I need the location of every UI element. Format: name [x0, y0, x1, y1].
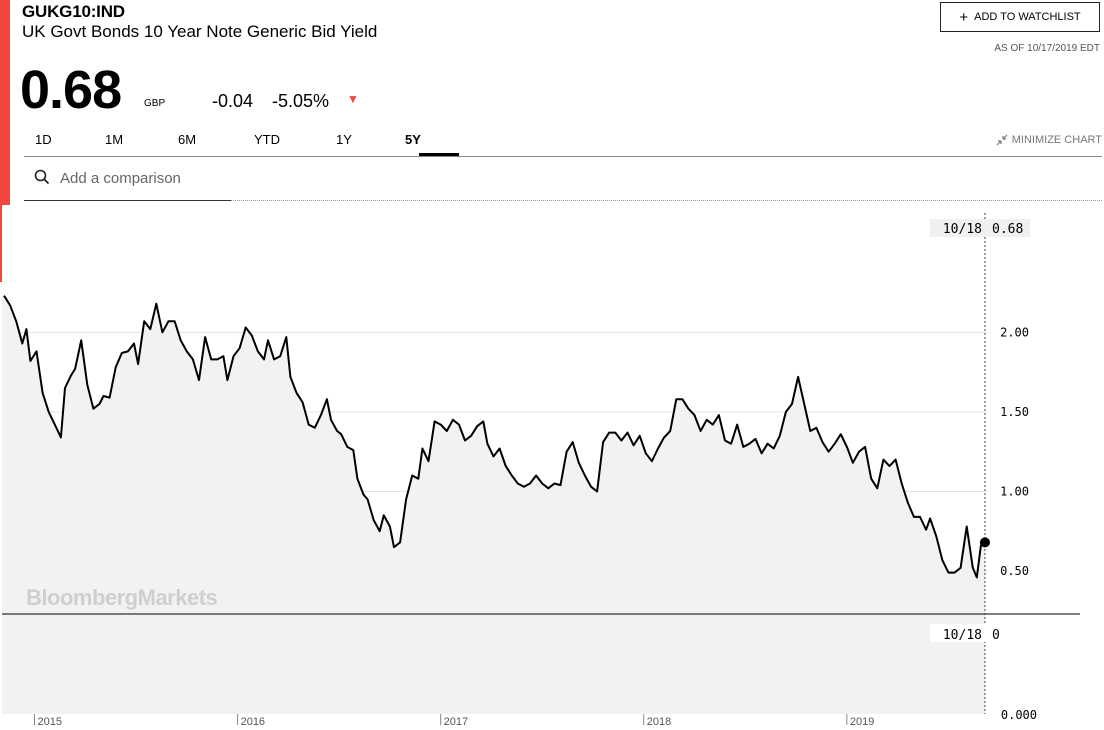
minimize-chart-label: MINIMIZE CHART — [1011, 134, 1102, 146]
y-tick-label: 1.00 — [1000, 484, 1029, 498]
x-tick-label: 2019 — [850, 716, 874, 728]
down-arrow-icon: ▼ — [347, 92, 359, 106]
tab-ytd[interactable]: YTD — [254, 132, 280, 147]
watchlist-button-label: ADD TO WATCHLIST — [974, 11, 1081, 23]
timeframe-tabs: 1D 1M 6M YTD 1Y 5Y — [24, 130, 1102, 157]
minimize-arrows-icon — [996, 134, 1008, 146]
yield-line — [3, 295, 986, 579]
watermark: BloombergMarkets — [26, 585, 218, 610]
separator-line — [231, 200, 1102, 201]
volume-crosshair-date: 10/18 — [943, 628, 982, 643]
price-change-percent: -5.05% — [272, 91, 330, 111]
price-change: -0.04 — [212, 91, 254, 111]
add-to-watchlist-button[interactable]: + ADD TO WATCHLIST — [940, 2, 1100, 32]
search-placeholder: Add a comparison — [60, 170, 181, 187]
crosshair-value: 0.68 — [992, 222, 1023, 237]
currency-label: GBP — [144, 98, 166, 109]
yield-chart[interactable]: BloombergMarkets 2.00 1.50 1.00 0.50 10/18 0.… — [0, 205, 1104, 730]
tab-1m[interactable]: 1M — [105, 132, 124, 147]
yield-area-fill — [2, 295, 985, 714]
tab-1d[interactable]: 1D — [35, 132, 52, 147]
y-tick-label: 1.50 — [1000, 405, 1029, 419]
price-value: 0.68 — [20, 60, 122, 120]
x-tick-label: 2015 — [37, 716, 61, 728]
volume-label-bg — [930, 624, 1010, 642]
search-icon — [34, 169, 50, 185]
tab-1y[interactable]: 1Y — [336, 132, 352, 147]
comparison-search[interactable]: Add a comparison — [24, 162, 231, 201]
x-tick-label: 2016 — [241, 716, 265, 728]
minimize-chart-button[interactable]: MINIMIZE CHART — [996, 134, 1102, 146]
x-tick-label: 2017 — [444, 716, 468, 728]
current-point[interactable] — [979, 537, 990, 548]
y-tick-label: 2.00 — [1000, 325, 1029, 339]
accent-bar — [0, 0, 10, 282]
x-tick-label: 2018 — [647, 716, 671, 728]
volume-y-tick-label: 0.000 — [1001, 708, 1037, 722]
y-tick-label: 0.50 — [1000, 564, 1029, 578]
tab-5y[interactable]: 5Y — [405, 132, 421, 147]
ticker-symbol: GUKG10:IND — [22, 2, 125, 21]
volume-crosshair-value: 0 — [992, 628, 1000, 643]
tab-6m[interactable]: 6M — [178, 132, 197, 147]
crosshair-date: 10/18 — [943, 222, 982, 237]
chart-marks: 2.00 1.50 1.00 0.50 10/18 0.68 10/18 0 0.000 2015… — [2, 213, 1080, 728]
plus-icon: + — [959, 8, 969, 26]
security-name: UK Govt Bonds 10 Year Note Generic Bid Y… — [22, 22, 378, 41]
active-tab-indicator — [419, 153, 459, 156]
crosshair-label-bg — [930, 219, 1030, 237]
as-of-timestamp: AS OF 10/17/2019 EDT — [994, 43, 1100, 54]
